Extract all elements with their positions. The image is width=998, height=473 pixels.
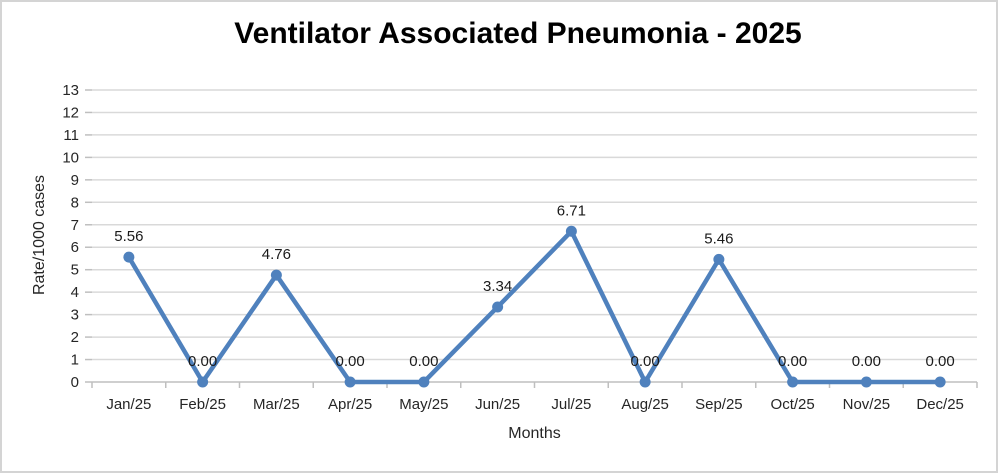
data-point [934,376,946,388]
data-point [492,301,504,313]
y-tick-label: 5 [71,262,79,279]
x-tick-label: Feb/25 [179,396,226,413]
data-point [565,225,577,237]
data-point-label: 0.00 [188,353,217,370]
data-point-label: 3.34 [483,278,512,295]
data-point [713,253,725,265]
data-point-label: 0.00 [409,353,438,370]
data-point-label: 5.46 [704,230,733,247]
data-point-label: 0.00 [778,353,807,370]
x-tick-label: Jul/25 [551,396,591,413]
data-point-label: 0.00 [926,353,955,370]
data-point-label: 0.00 [336,353,365,370]
y-tick-label: 11 [63,127,79,144]
data-point [270,269,282,281]
data-point-label: 0.00 [631,353,660,370]
data-point [344,376,356,388]
data-point [860,376,872,388]
x-tick-label: Sep/25 [695,396,743,413]
y-tick-label: 2 [71,329,79,346]
y-tick-label: 4 [71,284,79,301]
x-tick-label: Dec/25 [916,396,964,413]
data-point [418,376,430,388]
y-tick-label: 9 [71,172,79,189]
x-tick-label: Aug/25 [621,396,669,413]
y-tick-label: 0 [71,374,79,391]
data-point-label: 5.56 [114,228,143,245]
series-line [126,229,943,385]
x-tick-label: Nov/25 [843,396,891,413]
y-tick-label: 13 [62,82,79,99]
y-tick-label: 12 [62,104,79,121]
data-point [787,376,799,388]
x-tick-label: Oct/25 [771,396,815,413]
y-tick-label: 7 [71,217,79,234]
y-tick-label: 6 [71,239,79,256]
x-axis-title: Months [508,425,561,442]
y-tick-label: 10 [62,149,79,166]
x-tick-label: Apr/25 [328,396,372,413]
x-tick-label: Jan/25 [106,396,151,413]
chart-title: Ventilator Associated Pneumonia - 2025 [234,17,802,50]
data-point-label: 4.76 [262,246,291,263]
data-point [197,376,209,388]
x-tick-label: Jun/25 [475,396,520,413]
x-tick-label: Mar/25 [253,396,300,413]
data-point-label: 0.00 [852,353,881,370]
y-tick-label: 1 [71,352,79,369]
y-tick-label: 3 [71,307,79,324]
x-tick-label: May/25 [399,396,448,413]
data-point-label: 6.71 [557,202,586,219]
data-point [639,376,651,388]
y-tick-label: 8 [71,194,79,211]
data-point [123,251,135,263]
